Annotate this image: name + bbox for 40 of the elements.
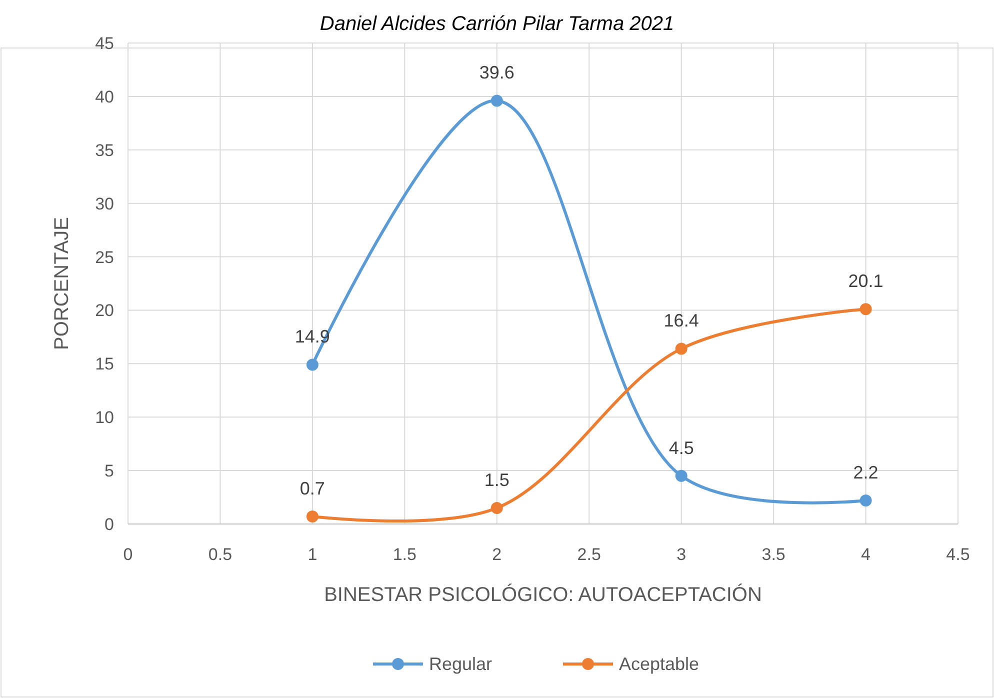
y-tick-label: 35 — [95, 140, 114, 160]
y-tick-label: 20 — [95, 301, 114, 320]
legend-label: Aceptable — [619, 654, 700, 674]
x-tick-label: 0 — [123, 545, 133, 564]
point — [306, 358, 318, 371]
point — [860, 303, 872, 316]
y-tick-label: 5 — [104, 462, 114, 481]
data-label: 39.6 — [479, 62, 514, 83]
y-tick-label: 40 — [95, 87, 114, 106]
x-axis-title: BINESTAR PSICOLÓGICO: AUTOACEPTACIÓN — [324, 583, 762, 606]
point — [490, 94, 503, 107]
point — [860, 494, 872, 506]
x-tick-label: 4 — [861, 545, 871, 564]
data-label: 2.2 — [853, 462, 878, 482]
point — [490, 502, 503, 514]
y-tick-label: 45 — [95, 34, 114, 53]
y-tick-label: 0 — [104, 515, 114, 534]
x-tick-label: 2 — [492, 545, 502, 564]
data-label: 16.4 — [664, 310, 699, 331]
data-label: 4.5 — [668, 438, 694, 458]
x-tick-label: 2.5 — [577, 545, 601, 564]
y-tick-label: 30 — [95, 194, 114, 214]
y-tick-label: 25 — [95, 248, 114, 267]
y-tick-label: 15 — [95, 354, 114, 374]
x-tick-label: 4.5 — [946, 545, 970, 564]
x-tick-label: 3 — [676, 545, 686, 564]
data-label: 20.1 — [848, 271, 884, 292]
y-tick-label: 10 — [95, 408, 114, 428]
legend-label: Regular — [429, 654, 492, 674]
point — [306, 510, 318, 523]
data-label: 0.7 — [300, 478, 325, 499]
chart-title: Daniel Alcides Carrión Pilar Tarma 2021 — [320, 13, 674, 35]
x-tick-label: 1.5 — [392, 545, 416, 564]
x-tick-label: 0.5 — [208, 545, 232, 564]
data-label: 1.5 — [484, 470, 510, 490]
x-tick-label: 1 — [308, 545, 318, 564]
point — [675, 342, 688, 355]
x-tick-label: 3.5 — [762, 545, 786, 564]
y-axis-title: PORCENTAJE — [51, 217, 73, 350]
point — [675, 470, 688, 482]
